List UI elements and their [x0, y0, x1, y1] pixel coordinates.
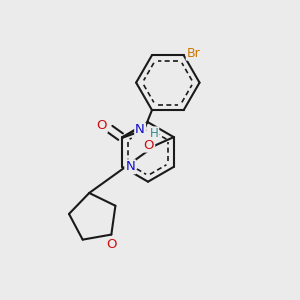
Text: O: O [96, 119, 107, 132]
Text: N: N [135, 123, 145, 136]
Text: N: N [125, 160, 135, 173]
Text: O: O [106, 238, 117, 251]
Text: Br: Br [187, 47, 200, 60]
Text: O: O [144, 139, 154, 152]
Text: H: H [150, 128, 158, 140]
